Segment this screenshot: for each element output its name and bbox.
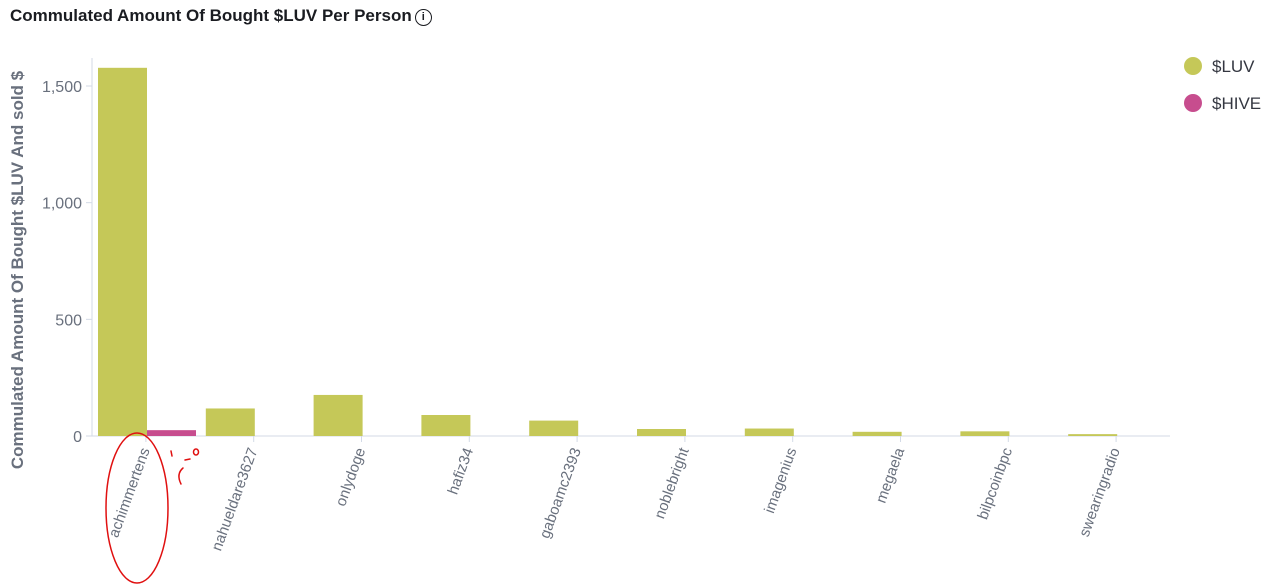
legend-label[interactable]: $LUV — [1212, 57, 1255, 76]
x-tick-label: megaela — [873, 445, 909, 506]
x-tick-labels: achimmertens nahueldare3627 onlydoge hafiz3… — [105, 436, 1124, 554]
x-tick-label: nahueldare3627 — [208, 446, 261, 554]
bar-luv-swearingradio[interactable] — [1068, 434, 1118, 436]
bar-hive-achimmertens[interactable] — [147, 430, 196, 436]
info-icon[interactable]: i — [414, 9, 432, 26]
bar-luv-achimmertens[interactable] — [98, 67, 147, 437]
bar-luv-hafiz34[interactable] — [421, 415, 471, 436]
annotation-sad-face — [170, 448, 200, 485]
chart-title-text: Commulated Amount Of Bought $LUV Per Per… — [10, 6, 412, 25]
y-axis-label: Commulated Amount Of Bought $LUV And sol… — [8, 70, 27, 469]
bar-luv-noblebright[interactable] — [637, 429, 686, 436]
bar-luv-onlydoge[interactable] — [313, 394, 363, 436]
legend-swatch[interactable] — [1184, 57, 1202, 75]
y-tick-labels: 0 500 1,000 1,500 — [42, 79, 92, 446]
chart-title: Commulated Amount Of Bought $LUV Per Per… — [10, 6, 432, 26]
y-tick-label: 1,000 — [42, 196, 82, 213]
bar-luv-imagenius[interactable] — [744, 428, 794, 436]
x-tick-label: onlydoge — [332, 446, 369, 509]
bars — [98, 67, 1118, 437]
legend: $LUV $HIVE — [1184, 57, 1261, 113]
bar-luv-nahueldare3627[interactable] — [205, 408, 255, 436]
sad-face-nose — [192, 448, 200, 456]
legend-label[interactable]: $HIVE — [1212, 94, 1261, 113]
axes — [91, 58, 1170, 437]
bar-luv-gaboamc2393[interactable] — [529, 420, 579, 436]
sad-face-eye — [184, 458, 191, 461]
bar-luv-bilpcoinbpc[interactable] — [960, 431, 1010, 436]
x-tick-label: gaboamc2393 — [536, 446, 584, 541]
annotation-circle — [105, 432, 169, 584]
y-tick-label: 0 — [73, 429, 82, 446]
x-tick-label: hafiz34 — [445, 446, 478, 497]
x-tick-label: imagenius — [761, 446, 800, 516]
x-tick-label: bilpcoinbpc — [974, 445, 1016, 522]
x-tick-label: swearingradio — [1076, 446, 1124, 540]
legend-swatch[interactable] — [1184, 94, 1202, 112]
red-circle-annotation — [105, 432, 169, 584]
x-tick-label: noblebright — [651, 445, 693, 521]
sad-face-eye — [170, 450, 173, 457]
sad-face-mouth — [178, 467, 184, 485]
y-tick-label: 1,500 — [42, 79, 82, 96]
y-tick-label: 500 — [55, 312, 82, 329]
bar-luv-megaela[interactable] — [852, 431, 902, 436]
